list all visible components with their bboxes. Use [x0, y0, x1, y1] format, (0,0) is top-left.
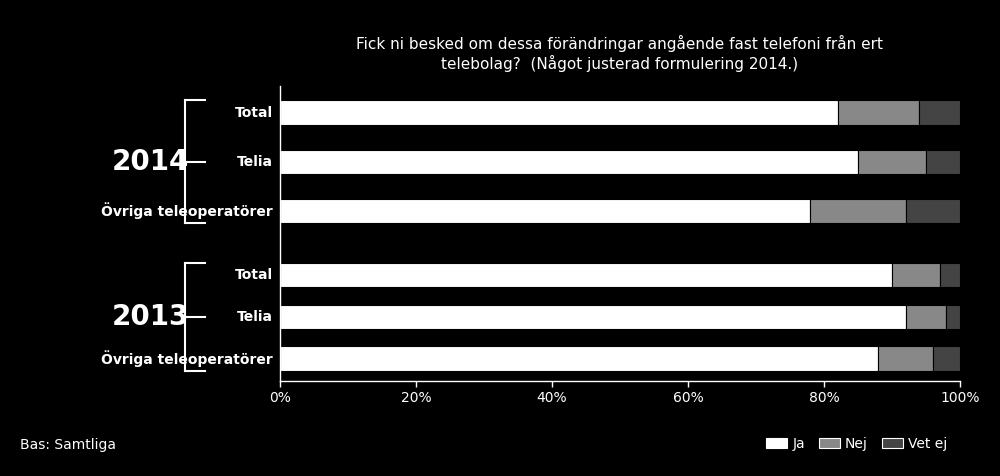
Text: Bas: Samtliga: Bas: Samtliga — [20, 438, 116, 452]
Text: Total: Total — [235, 268, 273, 282]
Bar — [933, 347, 960, 371]
Bar — [838, 100, 919, 125]
Bar — [906, 305, 946, 329]
Bar — [280, 100, 838, 125]
Text: Övriga teleoperatörer: Övriga teleoperatörer — [101, 350, 273, 367]
Bar — [280, 347, 878, 371]
Bar — [280, 149, 858, 174]
Bar — [892, 263, 940, 288]
Bar — [280, 305, 906, 329]
Bar — [946, 305, 960, 329]
Bar — [926, 149, 960, 174]
Title: Fick ni besked om dessa förändringar angående fast telefoni från ert
telebolag? : Fick ni besked om dessa förändringar ang… — [356, 35, 884, 72]
Bar — [940, 263, 960, 288]
Text: Telia: Telia — [237, 310, 273, 324]
Bar — [280, 263, 892, 288]
Bar — [858, 149, 926, 174]
Bar — [919, 100, 960, 125]
Text: Telia: Telia — [237, 155, 273, 169]
Text: 2014: 2014 — [112, 148, 189, 176]
Bar — [878, 347, 933, 371]
Bar — [906, 199, 960, 223]
Bar — [810, 199, 906, 223]
Legend: Ja, Nej, Vet ej: Ja, Nej, Vet ej — [760, 431, 953, 456]
Text: Total: Total — [235, 106, 273, 120]
Text: Övriga teleoperatörer: Övriga teleoperatörer — [101, 203, 273, 219]
Bar — [280, 199, 810, 223]
Text: 2013: 2013 — [112, 303, 189, 331]
